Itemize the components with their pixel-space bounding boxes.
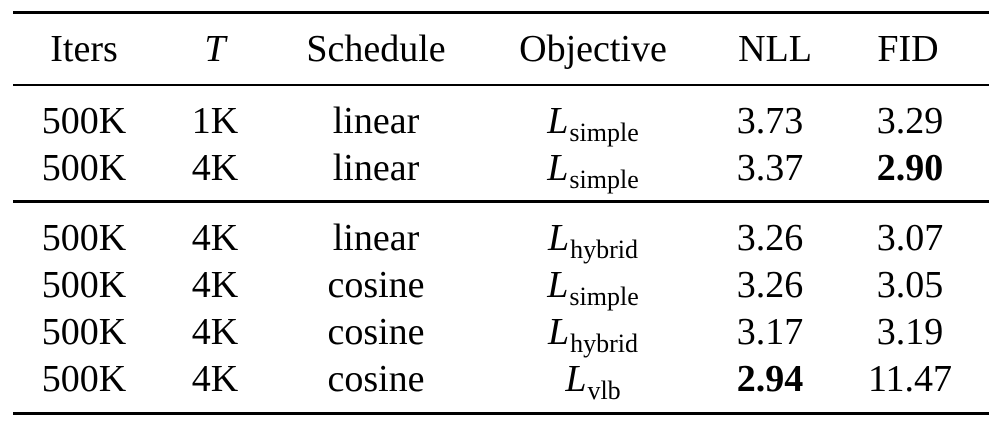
table-group-rule bbox=[13, 200, 989, 203]
cell-nll: 3.26 bbox=[736, 217, 804, 259]
objective-symbol: L bbox=[547, 264, 569, 306]
objective-subscript: hybrid bbox=[570, 235, 639, 264]
cell-schedule: cosine bbox=[327, 358, 425, 400]
cell-iters: 500K bbox=[41, 100, 127, 142]
cell-objective: Lvlb bbox=[565, 358, 620, 404]
cell-nll: 3.37 bbox=[736, 147, 804, 189]
cell-iters: 500K bbox=[41, 264, 127, 306]
cell-t: 4K bbox=[191, 264, 239, 306]
header-objective: Objective bbox=[519, 28, 667, 70]
objective-symbol: L bbox=[547, 311, 570, 353]
cell-nll: 3.26 bbox=[736, 264, 804, 306]
cell-objective: Lsimple bbox=[547, 264, 638, 310]
header-fid: FID bbox=[877, 28, 939, 70]
cell-iters: 500K bbox=[41, 311, 127, 353]
header-schedule: Schedule bbox=[306, 28, 446, 70]
header-iters: Iters bbox=[50, 28, 118, 70]
objective-symbol: L bbox=[547, 147, 569, 189]
objective-subscript: simple bbox=[569, 118, 639, 147]
cell-objective: Lsimple bbox=[547, 147, 638, 193]
cell-iters: 500K bbox=[41, 147, 127, 189]
objective-symbol: L bbox=[565, 358, 587, 400]
cell-fid: 3.07 bbox=[876, 217, 944, 259]
cell-nll: 3.73 bbox=[736, 100, 804, 142]
objective-symbol: L bbox=[547, 217, 570, 259]
cell-fid: 3.19 bbox=[876, 311, 944, 353]
header-nll: NLL bbox=[738, 28, 812, 70]
objective-symbol: L bbox=[547, 100, 569, 142]
cell-nll: 2.94 bbox=[736, 358, 804, 400]
cell-nll: 3.17 bbox=[736, 311, 804, 353]
cell-fid: 3.05 bbox=[876, 264, 944, 306]
cell-schedule: linear bbox=[332, 147, 420, 189]
cell-iters: 500K bbox=[41, 217, 127, 259]
cell-schedule: linear bbox=[332, 100, 420, 142]
cell-t: 4K bbox=[191, 311, 239, 353]
header-t: T bbox=[204, 28, 226, 70]
table-header-rule bbox=[13, 84, 989, 86]
cell-iters: 500K bbox=[41, 358, 127, 400]
cell-fid: 11.47 bbox=[867, 358, 953, 400]
cell-schedule: cosine bbox=[327, 264, 425, 306]
cell-schedule: linear bbox=[332, 217, 420, 259]
cell-t: 1K bbox=[191, 100, 239, 142]
cell-objective: Lsimple bbox=[547, 100, 638, 146]
cell-objective: Lhybrid bbox=[547, 217, 638, 263]
cell-t: 4K bbox=[191, 358, 239, 400]
objective-subscript: hybrid bbox=[570, 329, 639, 358]
objective-subscript: simple bbox=[569, 282, 639, 311]
table-bottom-rule bbox=[13, 412, 989, 415]
table-top-rule bbox=[13, 11, 989, 14]
objective-subscript: vlb bbox=[587, 376, 621, 405]
cell-fid: 3.29 bbox=[876, 100, 944, 142]
cell-schedule: cosine bbox=[327, 311, 425, 353]
cell-t: 4K bbox=[191, 147, 239, 189]
cell-t: 4K bbox=[191, 217, 239, 259]
objective-subscript: simple bbox=[569, 165, 639, 194]
cell-objective: Lhybrid bbox=[547, 311, 638, 357]
cell-fid: 2.90 bbox=[876, 147, 944, 189]
